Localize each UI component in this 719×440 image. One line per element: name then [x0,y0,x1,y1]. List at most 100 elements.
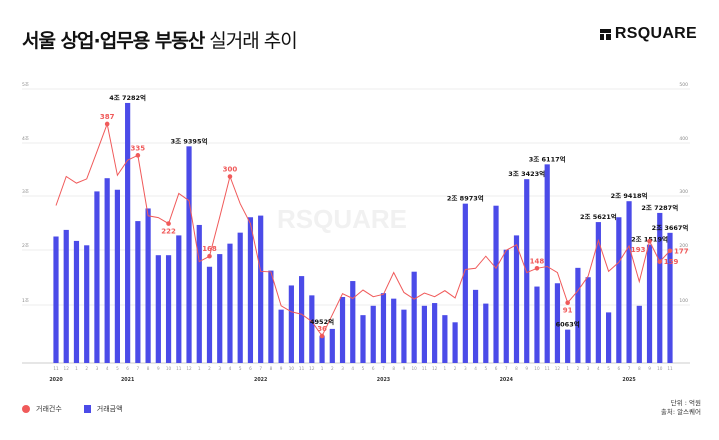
bar [206,266,213,363]
bar [534,286,540,363]
count-data-label: 335 [131,144,146,152]
bar [370,305,376,363]
bar [657,212,663,363]
month-tick: 12 [309,366,315,371]
count-data-label: 91 [563,307,573,315]
count-point [135,153,141,158]
bar [452,322,458,363]
bar [104,178,110,363]
month-tick: 4 [229,366,232,371]
bar [462,203,468,363]
bar [237,232,243,363]
bar [401,309,407,363]
month-tick: 1 [566,366,569,371]
month-tick: 9 [525,366,528,371]
bar [73,240,80,363]
bar-data-label: 6063억 [556,320,580,329]
month-tick: 2 [208,366,211,371]
month-tick: 6 [495,366,498,371]
bar [53,236,59,363]
month-tick: 11 [299,366,305,371]
month-tick: 9 [648,366,651,371]
bar [432,303,438,363]
month-tick: 5 [362,366,365,371]
bar [258,215,264,363]
left-axis-tick: 5조 [22,82,29,88]
month-tick: 7 [259,366,262,371]
bar [411,271,417,363]
year-label: 2020 [49,377,63,383]
bar [472,289,479,363]
month-tick: 3 [96,366,99,371]
bar [350,281,356,363]
month-tick: 3 [587,366,590,371]
right-axis-tick: 300 [679,189,688,195]
month-tick: 1 [198,366,201,371]
count-point [104,121,110,127]
year-label: 2025 [622,377,635,383]
bar [667,232,673,363]
month-tick: 10 [411,366,417,371]
bar [544,164,550,363]
bar [626,201,632,363]
count-point [319,333,325,339]
logo-text: RSQUARE [614,25,697,42]
bar [247,217,254,363]
legend-count-label: 거래건수 [36,405,62,413]
left-axis-tick: 3조 [22,189,29,195]
bar [524,179,530,363]
unit-note: 단위 : 억원 [670,399,701,407]
bar [84,245,90,363]
month-tick: 8 [392,366,395,371]
source-note: 출처: 알스퀘어 [660,408,701,416]
bar [94,191,100,363]
bar [513,235,520,363]
month-tick: 6 [617,366,620,371]
watermark: RSQUARE [277,204,407,234]
bar [646,244,653,363]
month-tick: 11 [545,366,551,371]
month-tick: 2 [454,366,457,371]
bar [380,293,387,363]
bar [114,189,120,363]
month-tick: 4 [106,366,109,371]
legend: 거래건수 거래금액 [22,404,123,414]
bar [196,224,202,363]
count-point [565,300,570,306]
bar [575,267,581,363]
bar [503,249,509,363]
bar [606,312,612,363]
left-axis-tick: 4조 [22,136,29,142]
month-tick: 10 [657,366,663,371]
month-tick: 8 [515,366,518,371]
year-label: 2024 [500,377,514,383]
count-point [207,253,212,259]
bar [319,335,325,363]
legend-count-marker-icon [22,405,30,413]
right-axis-tick: 500 [679,82,688,88]
bar [227,243,233,363]
month-tick: 11 [176,366,182,371]
month-tick: 2 [331,366,334,371]
right-axis-tick: 100 [679,298,688,304]
month-tick: 2 [85,366,88,371]
count-point [166,221,171,226]
month-tick: 7 [505,366,508,371]
count-point [534,266,540,271]
month-tick: 12 [432,366,438,371]
month-tick: 7 [628,366,631,371]
bar [299,276,305,363]
month-tick: 10 [534,366,540,371]
left-axis-tick: 1조 [22,298,29,304]
count-data-label: 159 [664,258,679,266]
month-tick: 8 [638,366,641,371]
month-tick: 3 [464,366,467,371]
month-tick: 3 [341,366,344,371]
bar [165,255,172,363]
count-point [647,238,652,244]
month-tick: 1 [444,366,447,371]
bar [636,305,642,363]
month-tick: 11 [667,366,673,371]
month-tick: 6 [126,366,129,371]
month-tick: 6 [372,366,375,371]
